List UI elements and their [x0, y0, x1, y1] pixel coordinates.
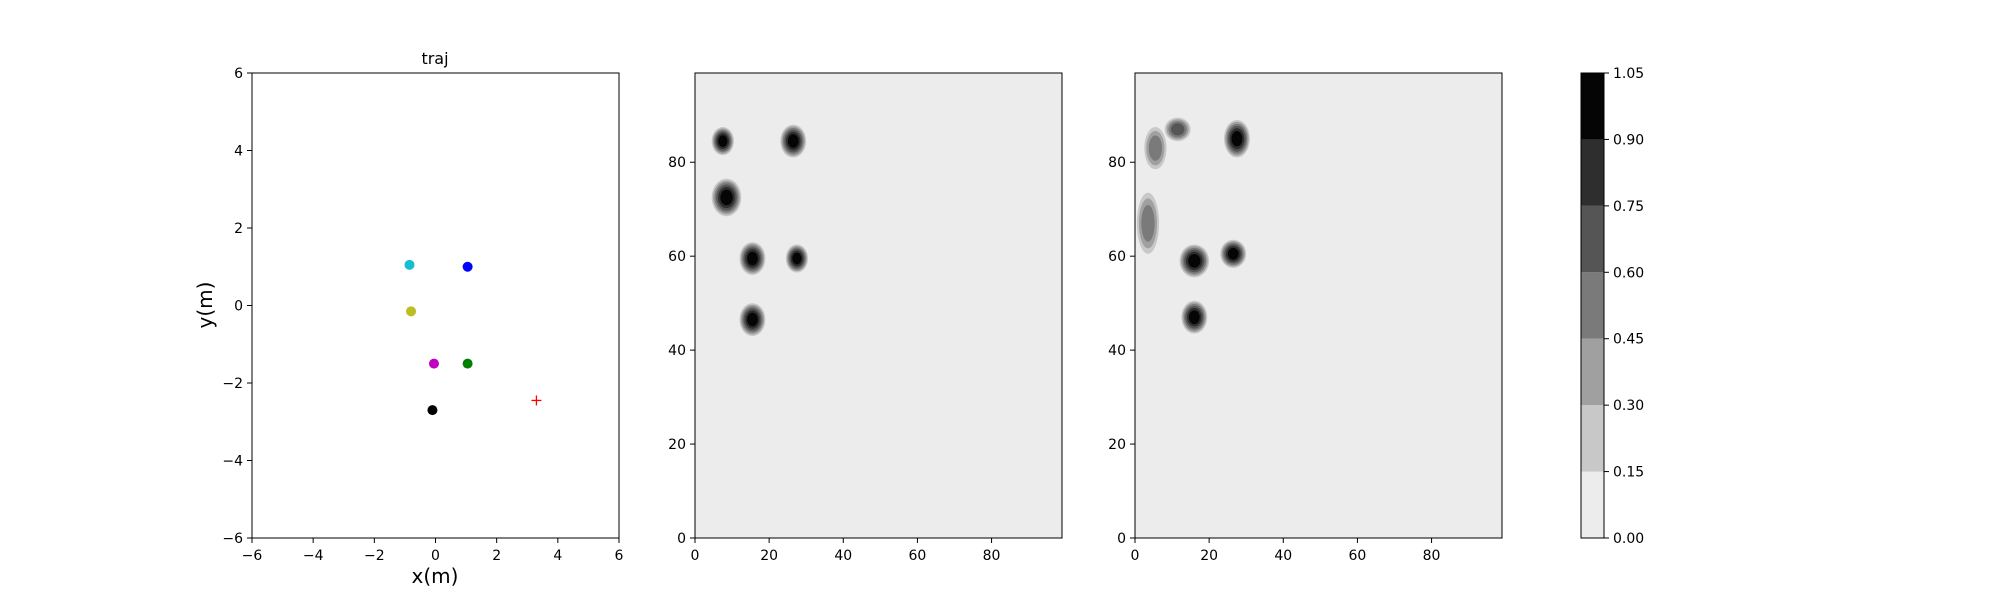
colorbar-tick-label: 0.90: [1613, 132, 1644, 148]
ground-truth-map-x-tick-label: 80: [983, 548, 1001, 564]
colorbar-tick-label: 0.45: [1613, 332, 1644, 348]
colorbar-band: [1581, 471, 1604, 538]
colorbar: 0.00 0.15 0.30 0.45 0.60 0.75 0.90 1.05: [1580, 66, 1644, 547]
ground-truth-map-frame: [694, 72, 1063, 539]
ground-truth-map-occupancy-blob: [785, 244, 809, 273]
trajectory-title: traj: [421, 49, 448, 68]
ground-truth-map-x-tick-label: 20: [760, 548, 778, 564]
colorbar-frame: [1580, 72, 1605, 539]
colorbar-band: [1581, 272, 1604, 339]
colorbar-band: [1581, 338, 1604, 406]
colorbar-band: [1581, 405, 1604, 472]
ground-truth-map-y-tick-label: 80: [668, 155, 686, 171]
colorbar-tick-label: 1.05: [1613, 66, 1644, 82]
trajectory-x-tick-label: −6: [242, 548, 263, 564]
trajectory-y-tick-label: 6: [234, 66, 243, 82]
ground-truth-map-y-tick-label: 20: [668, 437, 686, 453]
predicted-map-y-tick-label: 0: [1117, 531, 1126, 547]
trajectory-y-tick-label: −6: [222, 531, 243, 547]
trajectory-y-tick-label: −2: [222, 376, 243, 392]
agent-point: [404, 259, 415, 270]
trajectory-x-tick-label: 6: [615, 548, 624, 564]
agent-point: [427, 405, 438, 416]
ground-truth-map-x-tick-label: 0: [691, 548, 700, 564]
trajectory-y-tick-label: 2: [234, 221, 243, 237]
trajectory-y-tick-label: −4: [222, 454, 243, 470]
predicted-map-panel: 0 20 40 60 80 0 20 40 60 80: [1108, 72, 1503, 564]
predicted-map-x-tick-label: 40: [1274, 548, 1292, 564]
ground-truth-map-occupancy-blob: [711, 127, 734, 156]
colorbar-tick-label: 0.15: [1613, 465, 1644, 481]
predicted-map-x-tick-label: 20: [1200, 548, 1218, 564]
colorbar-band: [1581, 73, 1604, 140]
predicted-map-x-tick-label: 60: [1349, 548, 1367, 564]
ground-truth-map-occupancy-blob: [739, 242, 766, 275]
trajectory-x-tick-label: 2: [492, 548, 501, 564]
goal-marker: [531, 395, 542, 406]
ground-truth-map-occupancy-blob: [711, 178, 742, 217]
predicted-map-frame: [1134, 72, 1503, 539]
trajectory-y-axis-label: y(m): [193, 282, 217, 329]
agent-point: [406, 306, 417, 317]
colorbar-tick-label: 0.30: [1613, 398, 1644, 414]
trajectory-y-tick-label: 4: [234, 144, 243, 160]
predicted-map-occupancy-blob: [1164, 117, 1191, 142]
ground-truth-map-occupancy-blob: [739, 303, 766, 337]
ground-truth-map-y-tick-label: 40: [668, 343, 686, 359]
trajectory-x-axis-label: x(m): [412, 564, 459, 588]
predicted-map-x-tick-label: 80: [1423, 548, 1441, 564]
trajectory-x-tick-label: −4: [303, 548, 324, 564]
predicted-map-occupancy-blob: [1179, 244, 1210, 278]
ground-truth-map-x-tick-label: 60: [909, 548, 927, 564]
ground-truth-map-y-tick-label: 60: [668, 249, 686, 265]
agent-point: [428, 358, 439, 369]
trajectory-x-tick-label: −2: [364, 548, 385, 564]
ground-truth-map-x-tick-label: 40: [834, 548, 852, 564]
ground-truth-map-panel: 0 20 40 60 80 0 20 40 60 80: [668, 72, 1063, 564]
agent-point: [462, 261, 473, 272]
trajectory-panel: traj −6 −4 −2 0 2 4 6 −6 −4 −2 0 2 4 6 x(m) y(m): [193, 49, 624, 588]
predicted-map-occupancy-blob: [1223, 119, 1250, 158]
predicted-map-y-tick-label: 20: [1108, 437, 1126, 453]
trajectory-x-tick-label: 0: [431, 548, 440, 564]
predicted-map-y-tick-label: 40: [1108, 343, 1126, 359]
ground-truth-map-occupancy-blob: [780, 124, 807, 158]
trajectory-x-tick-label: 4: [553, 548, 562, 564]
predicted-map-y-tick-label: 80: [1108, 155, 1126, 171]
predicted-map-occupancy-blob: [1220, 239, 1247, 268]
predicted-map-x-tick-label: 0: [1131, 548, 1140, 564]
colorbar-tick-label: 0.60: [1613, 265, 1644, 281]
predicted-map-occupancy-blob: [1144, 127, 1167, 170]
colorbar-band: [1581, 139, 1604, 206]
agent-point: [462, 358, 473, 369]
predicted-map-y-tick-label: 60: [1108, 249, 1126, 265]
trajectory-y-tick-label: 0: [234, 299, 243, 315]
predicted-map-occupancy-blob: [1136, 192, 1160, 254]
colorbar-tick-label: 0.75: [1613, 199, 1644, 215]
colorbar-tick-label: 0.00: [1613, 531, 1644, 547]
trajectory-plot-frame: [251, 72, 620, 539]
predicted-map-occupancy-blob: [1181, 300, 1208, 334]
ground-truth-map-y-tick-label: 0: [677, 531, 686, 547]
colorbar-band: [1581, 205, 1604, 273]
